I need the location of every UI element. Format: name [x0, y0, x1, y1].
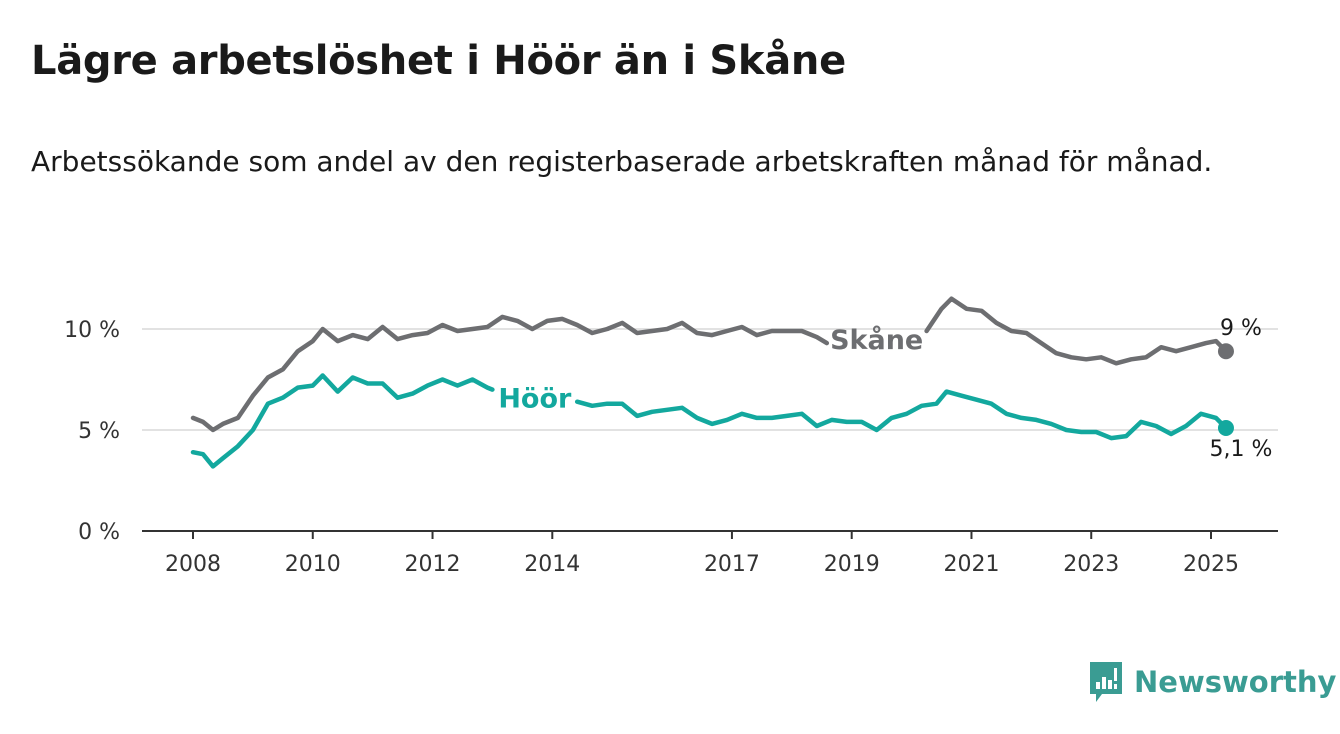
brand-name: Newsworthy [1134, 665, 1336, 699]
x-tick-label: 2021 [943, 552, 999, 577]
y-tick-label: 5 % [78, 419, 120, 444]
series-label-skane: Skåne [830, 324, 923, 356]
series-lines [193, 299, 1234, 467]
brand-logo: Newsworthy [1088, 660, 1336, 704]
x-tick-label: 2017 [704, 552, 760, 577]
x-tick-label: 2019 [824, 552, 880, 577]
end-label-skane: 9 % [1220, 316, 1262, 341]
grid-lines [142, 329, 1278, 430]
x-tick-label: 2025 [1183, 552, 1239, 577]
series-line-hoor [193, 376, 1226, 467]
x-tick-label: 2014 [524, 552, 580, 577]
series-label-hoor: Höör [498, 384, 572, 415]
end-marker-skane [1218, 343, 1234, 359]
x-axis [142, 531, 1278, 539]
series-line-skane [193, 299, 1226, 430]
x-tick-label: 2008 [165, 552, 221, 577]
end-marker-hoor [1218, 420, 1234, 436]
line-chart: 0 % 5 % 10 % 2008 2010 2012 2014 2017 2019 2021 20… [0, 0, 1340, 640]
y-tick-label: 0 % [78, 520, 120, 545]
x-tick-label: 2012 [405, 552, 461, 577]
x-tick-label: 2010 [285, 552, 341, 577]
bar-chart-alert-icon [1088, 660, 1124, 704]
end-label-hoor: 5,1 % [1210, 437, 1273, 462]
y-tick-label: 10 % [64, 318, 120, 343]
x-tick-label: 2023 [1063, 552, 1119, 577]
